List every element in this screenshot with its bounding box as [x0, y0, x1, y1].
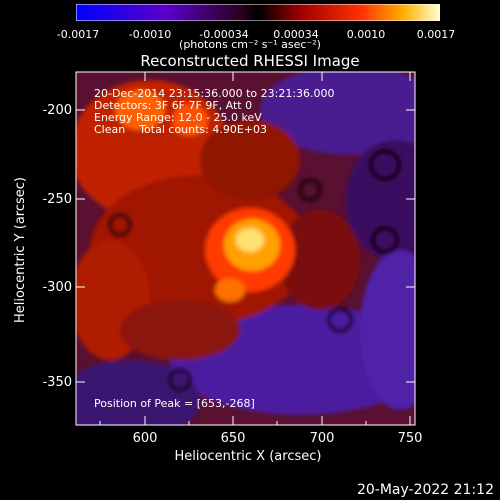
x-ticks — [99, 72, 411, 425]
rhessi-image — [76, 72, 415, 425]
x-tick-label: 700 — [310, 431, 335, 446]
annotation-time-range: 20-Dec-2014 23:15:36.000 to 23:21:36.000 — [94, 87, 335, 100]
x-tick-label: 600 — [133, 431, 158, 446]
colorbar-units: (photons cm⁻² s⁻¹ asec⁻²) — [179, 38, 321, 51]
colorbar — [76, 4, 440, 21]
colorbar-tick: 0.00034 — [273, 28, 319, 41]
y-tick-label: -200 — [42, 103, 72, 118]
x-axis-label: Heliocentric X (arcsec) — [175, 449, 322, 464]
y-ticks — [76, 109, 415, 383]
colorbar-tick: -0.0017 — [56, 28, 100, 41]
y-tick-label: -350 — [42, 375, 72, 390]
x-tick-label: 750 — [398, 431, 423, 446]
colorbar-tick: 0.0010 — [346, 28, 386, 41]
footer-timestamp: 20-May-2022 21:12 — [356, 482, 494, 498]
plot-frame — [75, 71, 416, 426]
plot-title: Reconstructed RHESSI Image — [140, 52, 360, 70]
annotation-clean: Clean Total counts: 4.90E+03 — [94, 123, 268, 136]
y-axis-label: Heliocentric Y (arcsec) — [13, 177, 28, 323]
colorbar-tick: -0.0010 — [128, 28, 172, 41]
y-tick-label: -250 — [42, 192, 72, 207]
y-tick-label: -300 — [42, 280, 72, 295]
x-tick-label: 650 — [221, 431, 246, 446]
annotation-energy: Energy Range: 12.0 - 25.0 keV — [94, 111, 262, 124]
colorbar-tick: -0.00034 — [199, 28, 249, 41]
colorbar-tick: 0.0017 — [416, 28, 456, 41]
annotation-detectors: Detectors: 3F 6F 7F 9F, Att 0 — [94, 99, 253, 112]
annotation-peak: Position of Peak = [653,-268] — [94, 397, 255, 410]
